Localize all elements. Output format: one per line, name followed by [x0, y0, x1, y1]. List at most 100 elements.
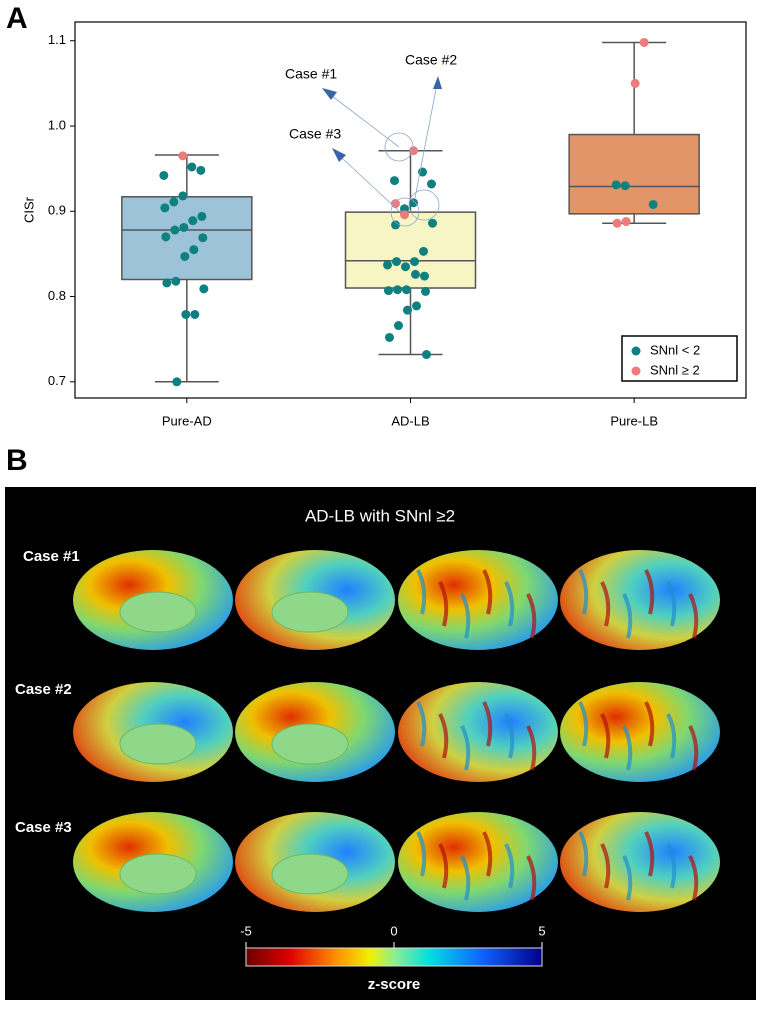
brain-sulcus: [504, 843, 515, 889]
data-point: [181, 309, 191, 319]
case-label: Case #2: [15, 681, 72, 698]
brain-sulcus: [622, 855, 633, 901]
x-tick-label: Pure-AD: [162, 413, 212, 428]
brain-sulcus: [526, 855, 537, 901]
brain-sulcus: [666, 713, 677, 759]
data-point: [187, 162, 197, 172]
brain-sulcus: [578, 569, 589, 615]
data-point: [409, 146, 418, 156]
annotation: Case #3: [289, 126, 341, 142]
brain-sulcus: [482, 831, 493, 877]
case-label: Case #1: [23, 548, 80, 565]
brain-medial: [271, 853, 349, 895]
case-label: Case #3: [15, 819, 72, 836]
brain-images: Case #1 Case #2 Case #3: [15, 548, 720, 912]
data-point: [420, 271, 429, 281]
data-point: [391, 220, 400, 230]
colorbar: [245, 947, 543, 967]
data-point: [197, 211, 207, 221]
brain-medial: [119, 723, 197, 765]
panel-label: A: [6, 2, 28, 35]
brain-medial: [119, 591, 197, 633]
brain-sulcus: [688, 593, 699, 639]
data-point: [196, 165, 206, 175]
brain-sulcus: [438, 581, 449, 627]
y-axis-label: CISr: [21, 196, 36, 223]
annotation: Case #1: [285, 66, 337, 82]
brain: [560, 550, 720, 650]
data-point: [621, 217, 631, 227]
data-point: [159, 170, 169, 180]
brain: [398, 682, 558, 782]
data-point: [611, 180, 621, 190]
plot: 0.7 0.8 0.9 1.0 1.1 Pure-AD AD-LB Pure-LB: [48, 32, 700, 428]
brain-medial: [271, 723, 349, 765]
colorbar-ticks: -5 0 5: [240, 923, 546, 948]
colorbar-tick-label: 0: [390, 923, 397, 938]
data-point: [401, 262, 410, 272]
brain-sulcus: [482, 701, 493, 747]
legend: [621, 335, 738, 382]
data-point: [160, 203, 170, 213]
brain-sulcus: [600, 581, 611, 627]
data-point: [409, 198, 418, 208]
data-point: [410, 257, 419, 267]
brain-sulcus: [526, 593, 537, 639]
x-tick-label: Pure-LB: [610, 413, 658, 428]
data-point: [198, 233, 208, 243]
data-point: [385, 332, 394, 342]
data-point: [384, 286, 393, 296]
data-point: [190, 309, 200, 319]
brain-sulcus: [578, 831, 589, 877]
x-tick-label: AD-LB: [391, 413, 429, 428]
data-point: [393, 285, 402, 295]
brain-sulcus: [600, 713, 611, 759]
data-point: [189, 245, 199, 255]
data-point: [169, 197, 179, 207]
legend-marker: [631, 346, 641, 356]
colorbar-label: z-score: [368, 976, 421, 993]
data-point: [403, 305, 412, 315]
data-point: [178, 151, 188, 161]
annotation: Case #2: [405, 52, 457, 68]
brain-sulcus: [622, 593, 633, 639]
y-tick-label: 1.0: [48, 117, 66, 132]
legend-marker: [631, 366, 641, 376]
legend-label: SNnl < 2: [650, 342, 700, 357]
legend-items: SNnl < 2 SNnl ≥ 2: [631, 342, 700, 377]
data-point: [199, 284, 209, 294]
colorbar-tick-label: 5: [538, 923, 545, 938]
brain: [398, 550, 558, 650]
panel-label: B: [6, 444, 28, 477]
brain: [560, 812, 720, 912]
brain-sulcus: [622, 725, 633, 771]
y-tick-label: 0.7: [48, 373, 66, 388]
legend-label: SNnl ≥ 2: [650, 362, 700, 377]
box: [568, 133, 700, 215]
brain-sulcus: [482, 569, 493, 615]
brain-sulcus: [644, 569, 655, 615]
brain-sulcus: [578, 701, 589, 747]
brain-sulcus: [460, 593, 471, 639]
brain-sulcus: [644, 831, 655, 877]
data-point: [411, 269, 420, 279]
brain-sulcus: [416, 701, 427, 747]
data-point: [172, 377, 182, 387]
brain: [560, 682, 720, 782]
case-circles: [331, 83, 440, 227]
brain-sulcus: [460, 855, 471, 901]
y-tick-label: 1.1: [48, 32, 66, 47]
data-point: [400, 210, 409, 220]
brain-sulcus: [416, 569, 427, 615]
colorbar-tick-label: -5: [240, 923, 252, 938]
data-point: [171, 276, 181, 286]
y-tick-label: 0.8: [48, 288, 66, 303]
data-point: [188, 216, 198, 226]
data-point: [390, 176, 399, 186]
data-point: [639, 37, 649, 47]
data-point: [392, 257, 401, 267]
brain: [398, 812, 558, 912]
data-point: [419, 246, 428, 256]
brain-sulcus: [526, 725, 537, 771]
